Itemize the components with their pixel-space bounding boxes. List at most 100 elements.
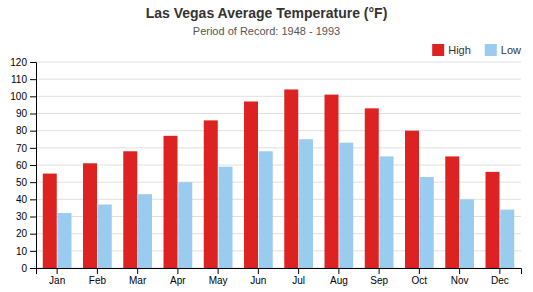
bar-series [57,139,514,268]
legend: Low High [432,44,521,56]
y-tick: 100 [10,91,36,102]
grid-line [36,113,521,114]
x-tick-label: Jun [250,275,266,286]
bar [178,182,192,268]
y-tick-mark [30,182,36,183]
grid-line [36,147,521,148]
x-tick-mark [379,268,380,274]
bar-series [43,89,500,268]
legend-label: High [448,44,471,56]
x-tick-label: Jan [49,275,65,286]
x-tick: Dec [491,268,509,286]
x-tick: Nov [451,268,469,286]
y-tick-label: 110 [11,74,27,85]
y-tick-label: 0 [21,263,27,274]
x-tick-mark [499,268,500,274]
bar [500,210,514,268]
x-tick: Jul [292,268,305,286]
bar [57,213,71,268]
x-tick-mark [459,268,460,274]
y-tick: 90 [16,108,36,119]
x-tick-mark [338,268,339,274]
y-tick-label: 70 [16,143,28,154]
y-tick-mark [30,217,36,218]
y-tick-label: 10 [16,246,28,257]
y-tick-mark [30,199,36,200]
y-tick-mark [30,96,36,97]
y-tick: 60 [16,160,36,171]
y-tick: 50 [16,177,36,188]
y-tick: 0 [21,263,36,274]
legend-label: Low [501,44,521,56]
x-tick: Feb [89,268,107,286]
x-tick-mark [177,268,178,274]
bar [204,120,218,268]
x-tick-label: Aug [330,275,348,286]
grid-line [36,79,521,80]
y-tick-mark [30,268,36,269]
x-tick-label: Mar [129,275,147,286]
bar [460,199,474,268]
y-axis: 0 10 20 30 40 50 60 70 80 90 100 110 120 [10,57,36,274]
y-tick: 40 [16,194,36,205]
y-tick-label: 90 [16,108,28,119]
y-tick-label: 80 [16,125,28,136]
y-tick: 110 [11,74,36,85]
bar [339,143,353,268]
axis-domain [30,63,37,269]
x-tick-label: Nov [451,275,469,286]
x-tick-label: May [209,275,228,286]
x-tick: Jan [49,268,65,286]
x-tick-mark [218,268,219,274]
y-tick: 70 [16,143,36,154]
x-tick: Jun [250,268,266,286]
y-tick-mark [30,79,36,80]
y-tick-label: 50 [16,177,28,188]
y-tick-mark [30,251,36,252]
x-tick: Sep [370,268,388,286]
legend-swatch [432,44,444,56]
y-tick: 120 [10,57,36,68]
bar [98,204,112,268]
bar [244,101,258,268]
y-tick-label: 40 [16,194,28,205]
x-tick: May [209,268,228,286]
bar [43,174,57,268]
y-tick: 80 [16,125,36,136]
x-tick-label: Feb [89,275,107,286]
x-tick-mark [137,268,138,274]
legend-item: High [432,44,471,56]
bar [420,177,434,268]
bar [123,151,137,268]
x-tick-mark [97,268,98,274]
y-tick: 20 [16,228,36,239]
x-tick-mark [419,268,420,274]
x-tick-mark [298,268,299,274]
x-tick-label: Jul [292,275,305,286]
legend-swatch [485,44,497,56]
y-tick-mark [30,148,36,149]
y-tick-label: 30 [16,211,28,222]
x-tick-label: Sep [370,275,388,286]
x-tick: Oct [412,268,428,286]
legend-item: Low [485,44,521,56]
grid [36,62,521,268]
bar [259,151,273,268]
axis-domain [37,269,522,275]
bar [365,108,379,268]
x-tick-mark [57,268,58,274]
y-tick-label: 100 [10,91,27,102]
bar [445,156,459,268]
y-tick-label: 60 [16,160,28,171]
y-tick-mark [30,131,36,132]
chart: JanFebMarAprMayJunJulAugSepOctNovDec0102… [0,0,533,292]
plot: JanFebMarAprMayJunJulAugSepOctNovDec0102… [10,57,521,286]
x-tick-mark [258,268,259,274]
bar [379,156,393,268]
y-tick-mark [30,165,36,166]
bar [405,131,419,268]
bar [284,89,298,268]
title: Las Vegas Average Temperature (°F) [146,5,388,21]
y-tick-label: 20 [16,228,28,239]
bar [486,172,500,268]
